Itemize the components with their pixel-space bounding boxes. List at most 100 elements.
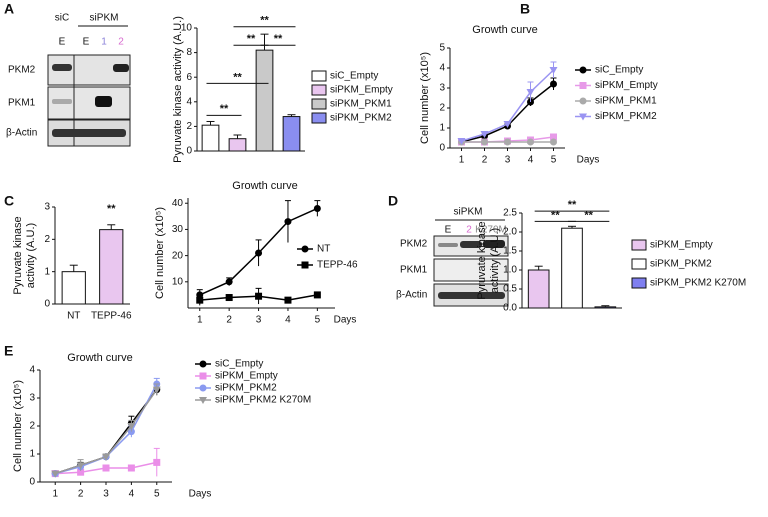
panel-label: C — [4, 193, 14, 209]
legend-swatch — [631, 258, 647, 270]
legend-label: siC_Empty — [330, 71, 378, 82]
legend-label: siPKM_Empty — [330, 85, 393, 96]
legend-label: siPKM_Empty — [215, 371, 278, 382]
x-tick-label: NT — [67, 311, 80, 322]
significance-label: ** — [584, 209, 593, 221]
band — [52, 64, 72, 71]
legend-label: siPKM_PKM2 — [595, 111, 657, 122]
y-tick-label: 4 — [186, 96, 192, 107]
x-tick-label: 2 — [226, 315, 232, 326]
marker — [225, 294, 233, 302]
western-blot: siPKM E 2 K270M PKM2 PKM1 β-Actin — [396, 207, 509, 307]
legend-label: siPKM_PKM2 — [330, 113, 392, 124]
y-tick-label: 0 — [186, 146, 192, 157]
x-tick-label: 4 — [129, 489, 135, 500]
y-axis-label: Cell number (x10⁵) — [154, 207, 166, 299]
lane-label: E — [59, 37, 66, 48]
bar — [527, 269, 550, 309]
y-tick-label: 2.5 — [503, 208, 517, 219]
x-tick-label: 3 — [256, 315, 262, 326]
chart-title: Growth curve — [232, 180, 297, 192]
legend-swatch — [311, 112, 327, 124]
marker — [579, 82, 587, 89]
marker — [550, 80, 557, 88]
band — [483, 240, 505, 248]
western-blot: siC siPKM E E 1 2 PKM2 PKM1 β-Actin — [6, 13, 131, 147]
group-label: siPKM — [454, 207, 483, 218]
marker — [503, 121, 512, 128]
marker — [527, 138, 534, 146]
y-tick-label: 4 — [29, 365, 35, 376]
band — [52, 99, 72, 104]
marker — [480, 131, 489, 138]
y-tick-label: 0.0 — [503, 303, 517, 314]
marker — [255, 249, 263, 257]
marker — [284, 218, 292, 226]
y-tick-label: 1.0 — [503, 265, 517, 276]
marker — [76, 462, 85, 470]
y-axis-label: Cell number (x10⁵) — [419, 52, 431, 144]
legend-label: siPKM_PKM1 — [330, 99, 392, 110]
blot-strip — [433, 258, 509, 282]
series-line — [461, 83, 554, 143]
legend-label: TEPP-46 — [317, 260, 358, 271]
legend-label: siPKM_PKM2 K270M — [215, 395, 311, 406]
y-tick-label: 10 — [181, 23, 193, 34]
series-line — [54, 389, 158, 475]
x-tick-label: TEPP-46 — [91, 311, 132, 322]
marker — [77, 468, 85, 476]
bar — [99, 229, 124, 305]
row-label: PKM2 — [8, 65, 36, 76]
y-tick-label: 20 — [172, 250, 184, 261]
marker — [51, 470, 60, 478]
marker — [153, 458, 161, 466]
bar — [228, 138, 247, 152]
panel-label: E — [4, 343, 13, 359]
legend-swatch — [311, 70, 327, 82]
row-label: PKM1 — [400, 265, 428, 276]
significance-label: ** — [233, 71, 242, 83]
marker — [127, 423, 136, 430]
legend-label: siPKM_Empty — [650, 240, 713, 251]
x-axis-label: Days — [334, 315, 357, 326]
marker — [127, 464, 135, 472]
bar — [61, 271, 86, 305]
marker — [313, 204, 321, 212]
series-line — [461, 69, 555, 142]
legend-label: siC_Empty — [595, 65, 643, 76]
bar — [561, 227, 583, 309]
legend-swatch — [631, 277, 647, 289]
marker — [199, 360, 207, 368]
y-tick-label: 0 — [29, 477, 35, 488]
x-tick-label: 3 — [103, 489, 109, 500]
y-tick-label: 3 — [29, 393, 35, 404]
lane-label: 2 — [466, 225, 472, 236]
marker — [225, 278, 233, 286]
marker — [255, 292, 263, 300]
row-label: PKM2 — [400, 239, 428, 250]
y-tick-label: 1 — [439, 123, 445, 134]
bar — [255, 49, 274, 152]
legend-label: NT — [317, 244, 330, 255]
x-tick-label: 1 — [197, 315, 203, 326]
marker — [301, 261, 309, 269]
row-label: β-Actin — [6, 128, 37, 139]
marker — [102, 453, 110, 461]
legend-swatch — [311, 84, 327, 96]
bar — [201, 124, 220, 152]
x-tick-label: 3 — [505, 155, 511, 166]
marker — [550, 138, 557, 146]
y-axis-label: activity (A.U.) — [25, 223, 37, 288]
band — [438, 292, 505, 299]
y-tick-label: 10 — [172, 276, 184, 287]
y-tick-label: 30 — [172, 224, 184, 235]
x-tick-label: 2 — [78, 489, 84, 500]
y-tick-label: 0 — [439, 143, 445, 154]
significance-label: ** — [568, 199, 577, 211]
y-axis-label: activity (A.U.) — [489, 228, 501, 293]
marker — [313, 291, 321, 299]
significance-label: ** — [247, 33, 256, 45]
legend-label: siPKM_PKM2 — [215, 383, 277, 394]
y-tick-label: 2 — [44, 234, 50, 245]
significance-label: ** — [220, 103, 229, 115]
